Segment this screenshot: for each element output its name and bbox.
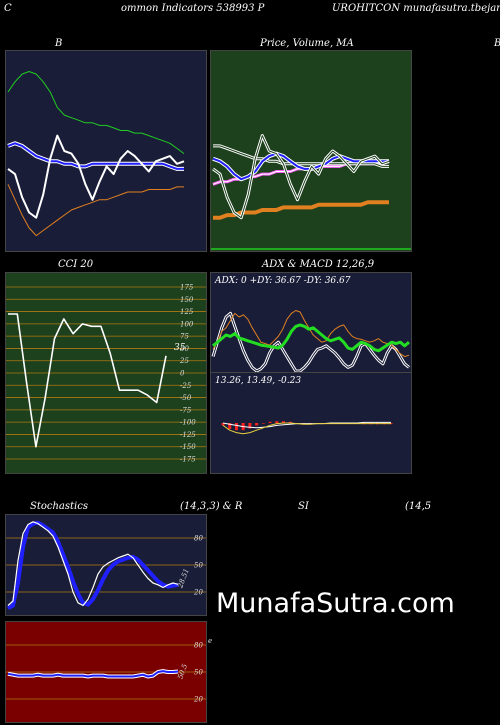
plus-dy-line (212, 310, 410, 358)
cci-tick-label: -150 (180, 443, 196, 451)
minus-dy-line (212, 312, 410, 372)
watermark: MunafaSutra.com (216, 588, 455, 619)
cci-tick-label: 75 (180, 333, 189, 341)
header-left: C (4, 3, 12, 14)
cci-tick-label: -100 (180, 419, 196, 427)
bollinger-title: B (55, 38, 63, 49)
stoch-title-left: Stochastics (30, 501, 88, 512)
macd-line (222, 422, 391, 435)
ma-short-line-outline (212, 151, 389, 182)
cci-line (8, 313, 167, 448)
rsi-tick-label: 20 (193, 696, 203, 704)
stochastic-panel: 80 50 20 28.51 (5, 514, 207, 616)
stoch-k-line (7, 521, 179, 607)
adx-panel: ADX: 0 +DY: 36.67 -DY: 36.67 (210, 272, 412, 374)
rsi-current-label: 50.5 (176, 662, 189, 680)
bb-price-line (7, 134, 185, 219)
header-right: UROHITCON munafasutra.tbejar.com (332, 3, 500, 14)
price-ma-title: Price, Volume, MA (260, 38, 354, 49)
stoch-tick-label: 80 (194, 535, 203, 543)
stoch-title-mid: (14,3,3) & R (180, 501, 243, 512)
stoch-d-line (7, 520, 179, 610)
cci-tick-label: 175 (180, 284, 194, 292)
adx-title: ADX & MACD 12,26,9 (262, 259, 375, 270)
rsi-panel: 80 50 20 50.5 (5, 621, 207, 723)
bb-lower-line (7, 184, 184, 237)
cci-tick-label: -50 (180, 394, 192, 402)
adx-info: ADX: 0 +DY: 36.67 -DY: 36.67 (215, 276, 351, 286)
adx-line (212, 323, 410, 353)
rsi-tick-label: 50 (194, 669, 203, 677)
cci-panel: 175 150 125 100 75 50 25 0 -25 -50 -75 -100 -125 -150… (5, 272, 207, 474)
rsi-tick-label: 80 (194, 642, 203, 650)
bollinger-panel (5, 50, 207, 252)
cci-tick-label: -75 (180, 406, 192, 414)
minus-dy-outline (211, 311, 410, 373)
pm-price-line (212, 135, 390, 219)
cci-tick-label: 150 (180, 296, 194, 304)
stoch-tick-label: 20 (193, 589, 203, 597)
cci-tick-label: 125 (180, 308, 194, 316)
header-mid: ommon Indicators 538993 P (121, 3, 265, 14)
bollinger-chart (7, 71, 185, 237)
rsi-line (7, 670, 179, 678)
macd-signal-line (222, 421, 391, 429)
cci-tick-label: 50 (180, 345, 189, 353)
ma-long-line (213, 145, 389, 167)
cci-chart: 175 150 125 100 75 50 25 0 -25 -50 -75 -100 -125 -150… (6, 284, 206, 464)
cci-tick-label: 25 (179, 357, 189, 365)
stoch-tick-label: 50 (194, 562, 203, 570)
price-ma-chart (211, 134, 411, 250)
macd-info: 13.26, 13.49, -0.23 (215, 376, 302, 386)
cci-tick-label: -175 (180, 456, 196, 464)
macd-chart (221, 421, 393, 435)
cci-current-label: 35 (174, 343, 186, 353)
bb-middle-line-outline (7, 141, 184, 171)
rsi-chart: 80 50 20 50.5 (6, 642, 206, 704)
rsi-edge-label: e (208, 637, 213, 645)
cci-tick-label: 0 (180, 370, 185, 378)
stoch-current-label: 28.51 (176, 567, 191, 590)
cci-title: CCI 20 (58, 259, 94, 270)
cci-tick-label: 100 (180, 320, 194, 328)
cci-tick-label: -125 (180, 431, 196, 439)
macd-panel: 13.26, 13.49, -0.23 (210, 372, 412, 474)
adx-chart (211, 310, 410, 373)
price-ma-panel (210, 50, 412, 252)
stoch-title-far: (14,5 (405, 501, 432, 512)
stoch-title-right: SI (298, 501, 309, 512)
cci-tick-label: -25 (180, 382, 192, 390)
bb-upper-line (7, 71, 185, 155)
price-ma-edge-label: B (494, 38, 500, 49)
